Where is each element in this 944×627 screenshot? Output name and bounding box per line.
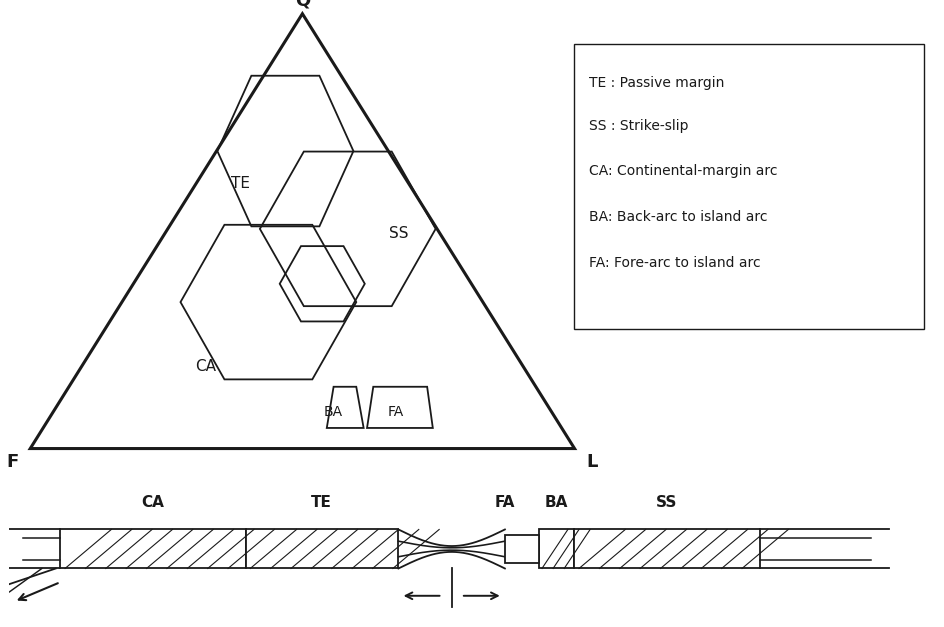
- Text: BA: BA: [324, 405, 343, 419]
- Text: SS : Strike-slip: SS : Strike-slip: [588, 119, 687, 133]
- Text: Q: Q: [295, 0, 310, 9]
- Text: TE: TE: [311, 495, 331, 510]
- Text: CA: CA: [195, 359, 216, 374]
- Text: BA: Back-arc to island arc: BA: Back-arc to island arc: [588, 210, 767, 224]
- Text: L: L: [585, 453, 597, 471]
- Bar: [574, 529, 759, 569]
- Text: SS: SS: [655, 495, 677, 510]
- Text: TE : Passive margin: TE : Passive margin: [588, 76, 723, 90]
- Text: CA: Continental-margin arc: CA: Continental-margin arc: [588, 164, 777, 178]
- Bar: [245, 529, 398, 569]
- Text: TE: TE: [230, 176, 249, 191]
- Text: BA: BA: [544, 495, 567, 510]
- Bar: [60, 529, 245, 569]
- Text: FA: FA: [495, 495, 514, 510]
- Text: CA: CA: [142, 495, 164, 510]
- Bar: [504, 535, 539, 562]
- Bar: [539, 529, 574, 569]
- Text: FA: FA: [387, 405, 404, 419]
- Text: FA: Fore-arc to island arc: FA: Fore-arc to island arc: [588, 256, 760, 270]
- Text: F: F: [7, 453, 19, 471]
- Text: SS: SS: [389, 226, 408, 241]
